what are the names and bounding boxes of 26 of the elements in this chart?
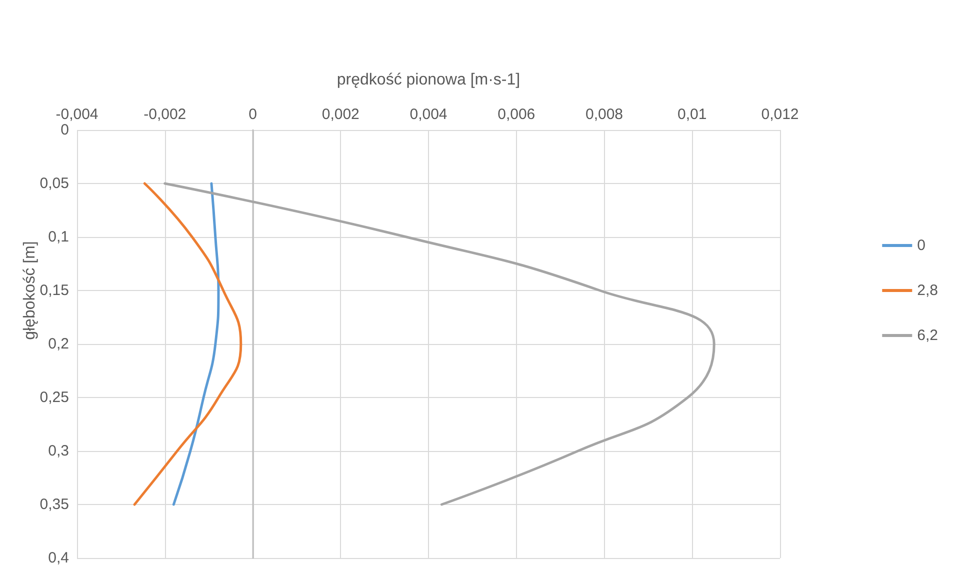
y-tick-label: 0,05 [40, 175, 69, 192]
y-tick-label: 0 [60, 122, 69, 138]
y-axis-title: głębokość [m] [22, 241, 38, 340]
line-series [164, 182, 716, 506]
y-tick-label: 0,35 [40, 496, 69, 513]
legend-label: 6,2 [917, 327, 938, 344]
line-series [172, 182, 220, 506]
x-tick-label: 0,012 [761, 106, 799, 123]
line-series [133, 182, 242, 506]
y-tick-label: 0,25 [40, 389, 69, 406]
legend-label: 2,8 [917, 282, 938, 299]
y-tick-label: 0,15 [40, 282, 69, 299]
x-tick-label: 0,01 [678, 106, 707, 123]
legend-label: 0 [917, 237, 926, 254]
y-tick-label: 0,2 [48, 336, 69, 352]
x-axis-title: prędkość pionowa [m·s-1] [336, 72, 520, 88]
y-tick-label: 0,4 [48, 550, 69, 566]
y-tick-label: 0,3 [48, 442, 69, 460]
y-tick-label: 0,1 [48, 228, 69, 246]
x-tick-label: 0,002 [322, 106, 360, 123]
x-tick-label: -0,002 [144, 106, 186, 123]
x-tick-label: 0,004 [410, 106, 448, 123]
x-tick-label: -0,004 [56, 106, 98, 123]
x-tick-label: 0,006 [498, 106, 536, 123]
x-tick-label: 0,008 [585, 106, 624, 123]
x-tick-label: 0 [248, 106, 257, 123]
